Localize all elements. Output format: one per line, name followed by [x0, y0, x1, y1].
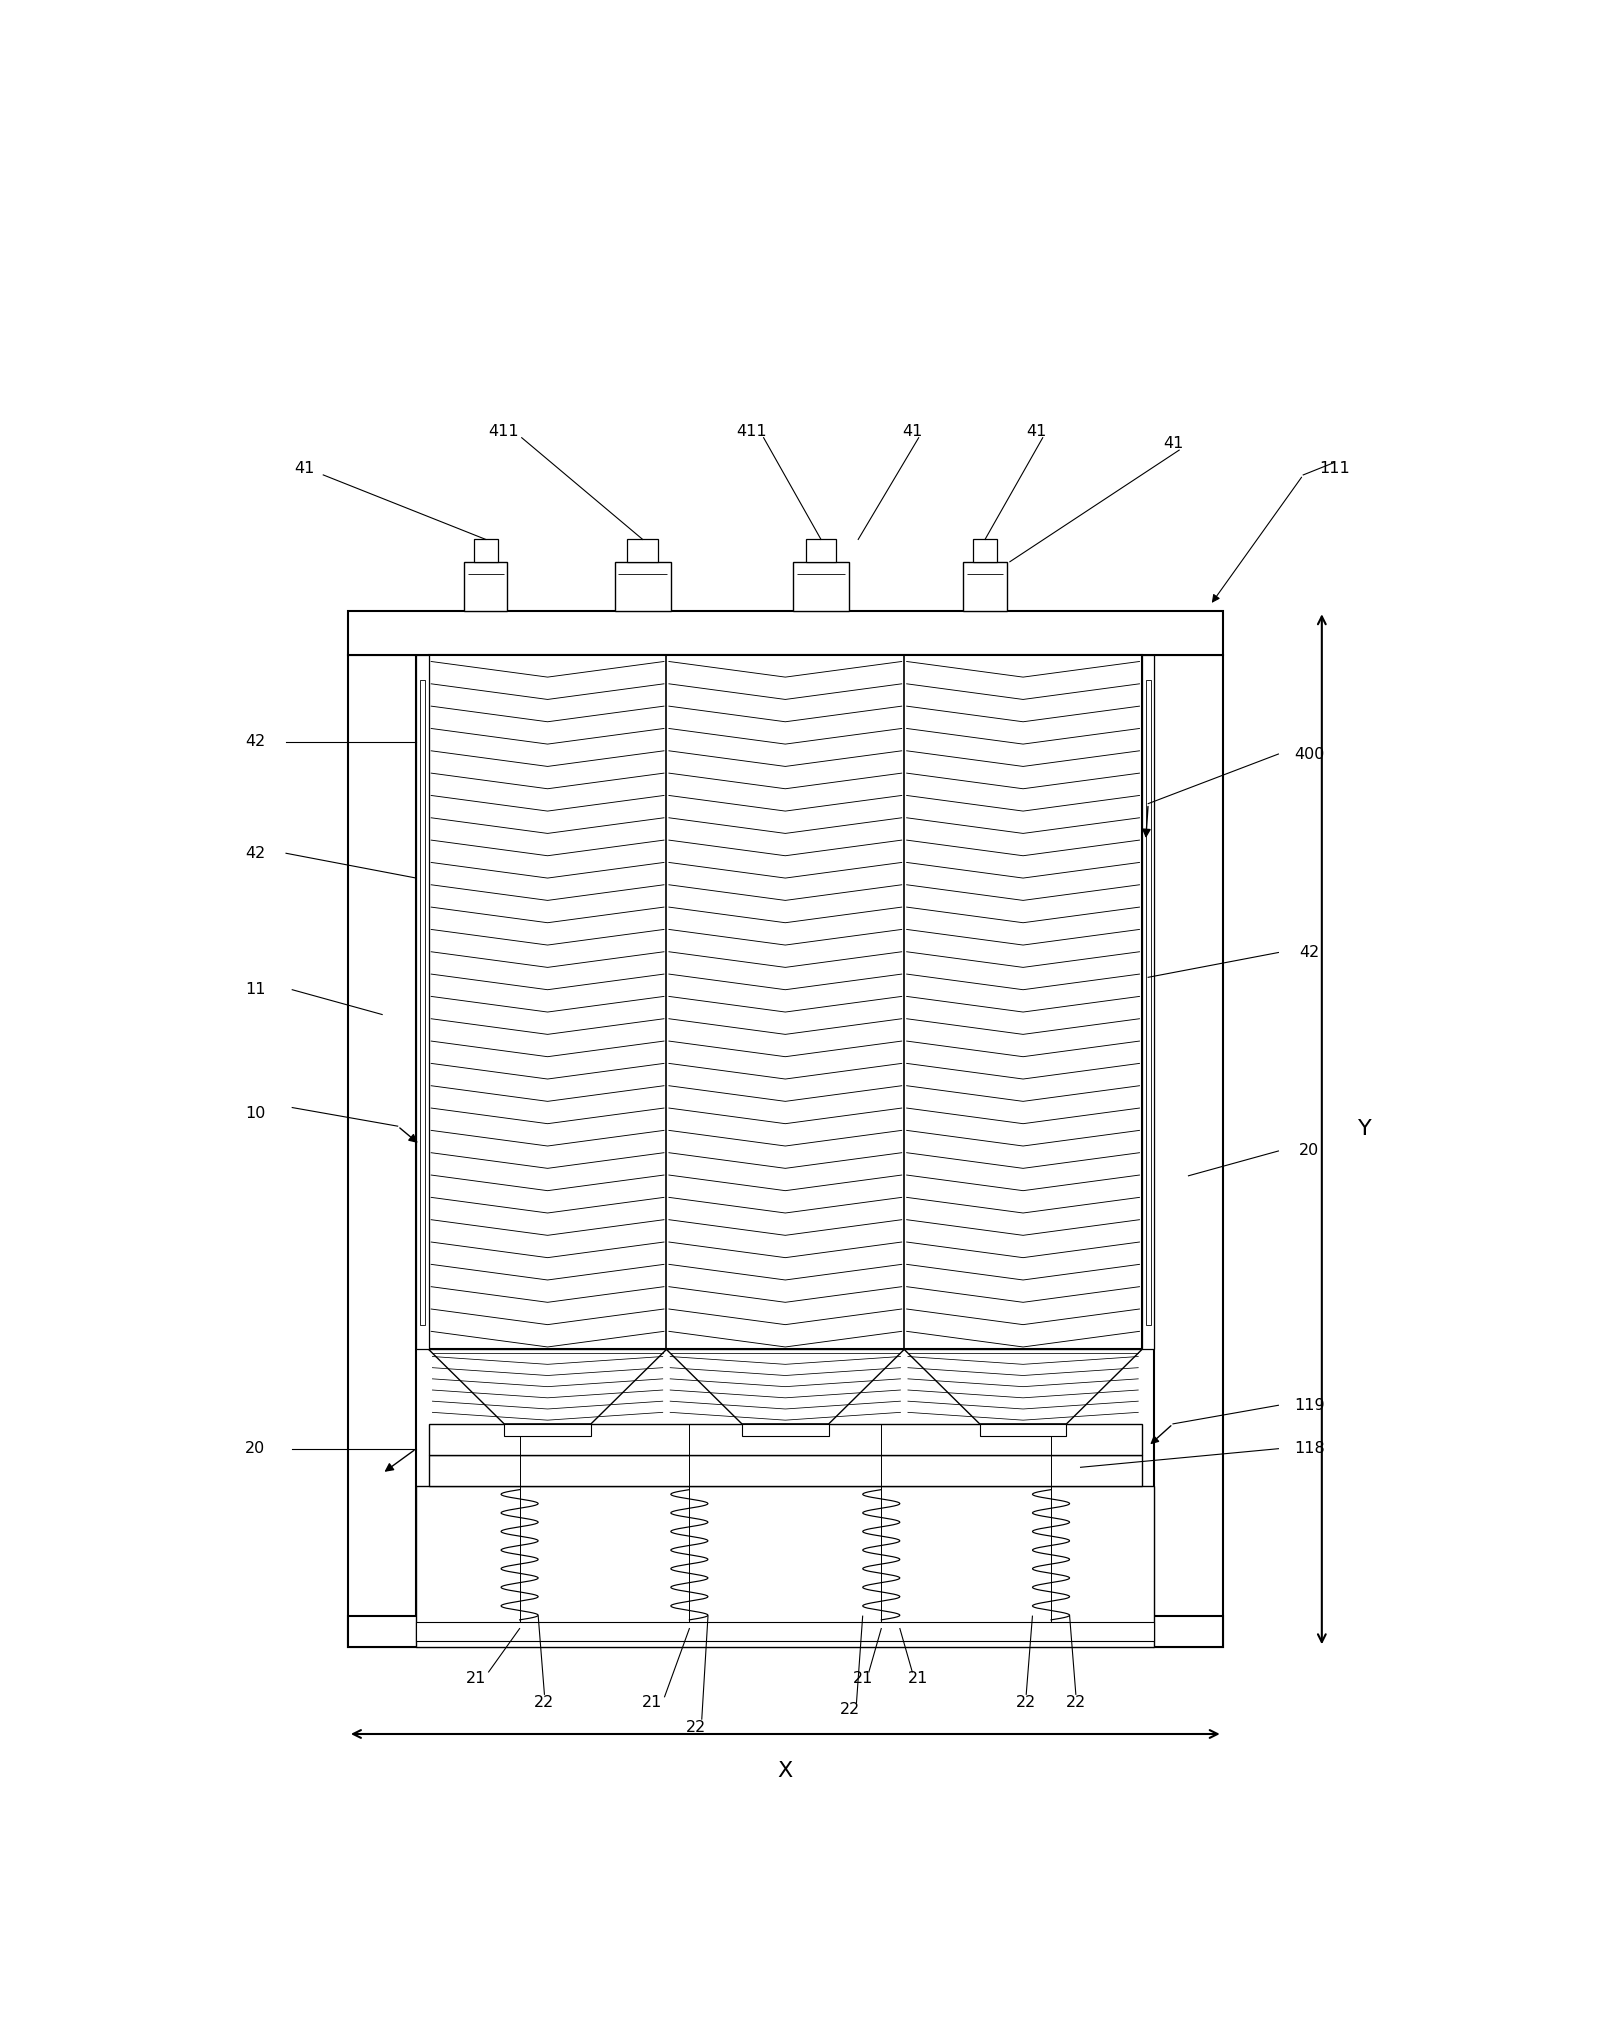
Text: 41: 41 [902, 424, 923, 440]
Bar [979, 1425, 1066, 1437]
Text: 22: 22 [535, 1695, 554, 1711]
Bar [743, 1425, 828, 1437]
Bar [1155, 654, 1223, 1647]
Text: 11: 11 [245, 983, 266, 997]
Bar [504, 1425, 591, 1437]
Text: 41: 41 [1026, 424, 1047, 440]
Bar [615, 561, 670, 611]
Text: 20: 20 [1300, 1144, 1319, 1158]
Polygon shape [904, 1350, 1142, 1425]
Text: 22: 22 [1066, 1695, 1086, 1711]
Bar [793, 561, 849, 611]
Text: 22: 22 [839, 1701, 860, 1717]
Text: 118: 118 [1294, 1441, 1324, 1457]
Text: 21: 21 [852, 1671, 873, 1685]
Text: 21: 21 [909, 1671, 928, 1685]
Bar [963, 561, 1007, 611]
Bar [1145, 680, 1150, 1324]
Bar [464, 561, 507, 611]
Text: 119: 119 [1294, 1398, 1324, 1413]
Bar [429, 654, 1142, 1350]
Bar [348, 654, 416, 1647]
Text: 22: 22 [1017, 1695, 1036, 1711]
Bar [429, 1425, 1142, 1455]
Text: 41: 41 [1163, 436, 1182, 452]
Text: 42: 42 [1300, 944, 1319, 961]
Text: 411: 411 [488, 424, 519, 440]
Text: 111: 111 [1319, 462, 1350, 476]
Bar [429, 1455, 1142, 1485]
Text: X: X [778, 1762, 793, 1782]
Text: Y: Y [1358, 1120, 1373, 1140]
Polygon shape [667, 1350, 904, 1425]
Text: 411: 411 [736, 424, 767, 440]
Text: 42: 42 [245, 735, 266, 749]
Bar [348, 1616, 1223, 1647]
Bar [420, 680, 425, 1324]
Bar [348, 611, 1223, 654]
Bar [806, 539, 836, 561]
Bar [416, 1485, 1155, 1647]
Text: 10: 10 [245, 1106, 266, 1122]
Text: 20: 20 [245, 1441, 266, 1457]
Text: 21: 21 [641, 1695, 662, 1711]
Bar [973, 539, 997, 561]
Polygon shape [429, 1350, 667, 1425]
Bar [627, 539, 657, 561]
Text: 42: 42 [245, 846, 266, 862]
Bar [416, 1622, 1155, 1641]
Text: 41: 41 [295, 462, 314, 476]
Text: 21: 21 [466, 1671, 487, 1685]
Text: 22: 22 [685, 1719, 706, 1735]
Text: 400: 400 [1294, 747, 1324, 761]
Bar [1142, 654, 1155, 1350]
Bar [474, 539, 498, 561]
Bar [416, 654, 429, 1350]
